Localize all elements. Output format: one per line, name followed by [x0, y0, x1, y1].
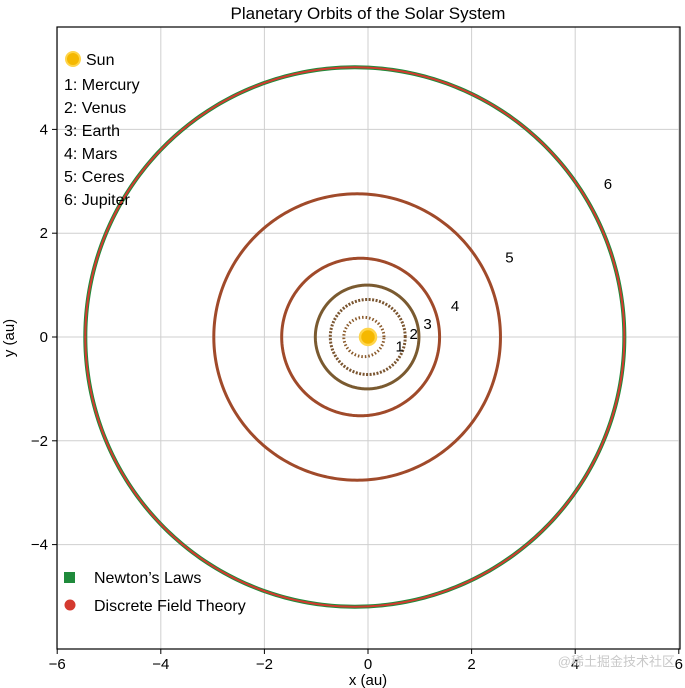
x-axis-label: x (au) [349, 672, 387, 688]
y-tick-label-3: 2 [40, 225, 48, 242]
watermark: @稀土掘金技术社区 [558, 654, 675, 669]
orbit-label-2: 2 [409, 326, 417, 343]
x-tick-label-3: 0 [364, 656, 372, 673]
sun-legend-icon [65, 51, 81, 67]
y-tick-label-4: 4 [40, 121, 48, 138]
x-tick-label-0: −6 [49, 656, 66, 673]
orbit-labels: 123 4 5 6 [395, 176, 612, 355]
sun-marker [358, 327, 378, 347]
x-tick-label-1: −4 [152, 656, 169, 673]
orbit-dft-6 [84, 66, 626, 608]
x-tick-label-6: 6 [675, 656, 683, 673]
orbit-label-3: 3 [423, 316, 431, 333]
x-tick-label-4: 2 [467, 656, 475, 673]
y-tick-label-2: 0 [40, 329, 48, 346]
grid [56, 27, 680, 649]
orbit-label-5: 5 [505, 250, 513, 267]
dft-legend-marker [64, 599, 76, 611]
sun-legend-label: Sun [86, 52, 114, 69]
legend-venus: 2: Venus [64, 100, 126, 117]
y-tick-label-1: −2 [31, 433, 48, 450]
orbits [83, 65, 627, 609]
sun-layer [358, 327, 378, 347]
legend-mars: 4: Mars [64, 146, 117, 163]
y-axis-label: y (au) [1, 319, 18, 357]
body-legend: Sun 1: Mercury 2: Venus 3: Earth 4: Mars… [64, 51, 140, 209]
orbit-label-1: 1 [395, 338, 403, 355]
chart-title: Planetary Orbits of the Solar System [231, 4, 506, 23]
x-tick-label-5: 4 [571, 656, 579, 673]
orbit-label-4: 4 [451, 298, 459, 315]
x-tick-label-2: −2 [256, 656, 273, 673]
y-tick-label-0: −4 [31, 537, 48, 554]
newton-legend-label: Newton’s Laws [94, 570, 201, 587]
ticks: −6 −4 −2 0 2 4 6 −4 −2 0 2 4 [31, 121, 683, 673]
orbit-3 [313, 283, 421, 391]
legend-ceres: 5: Ceres [64, 169, 124, 186]
dft-legend-label: Discrete Field Theory [94, 598, 246, 615]
method-legend: Newton’s Laws Discrete Field Theory [64, 570, 246, 615]
legend-jupiter: 6: Jupiter [64, 192, 130, 209]
orbit-label-6: 6 [604, 176, 612, 193]
orbit-2 [328, 297, 407, 377]
legend-earth: 3: Earth [64, 123, 120, 140]
orbit-5 [212, 192, 502, 482]
legend-mercury: 1: Mercury [64, 77, 140, 94]
orbit-4 [280, 256, 442, 418]
newton-legend-marker [64, 572, 75, 583]
